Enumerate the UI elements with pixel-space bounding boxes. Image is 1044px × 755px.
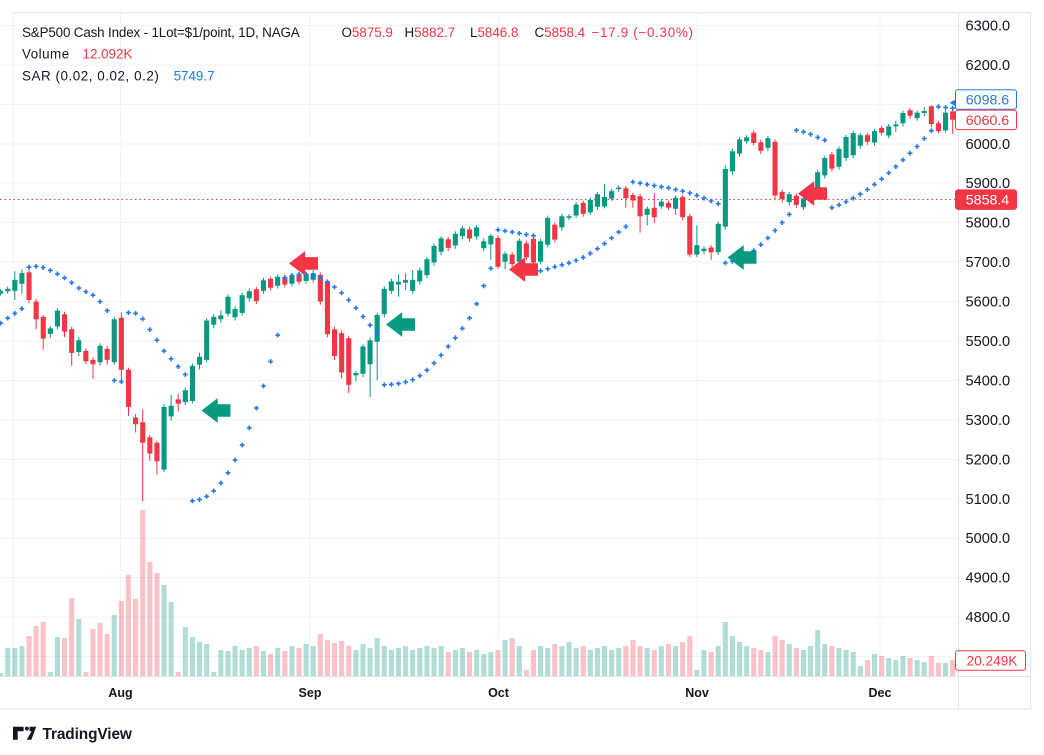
svg-text:4900.0: 4900.0 xyxy=(966,571,1011,587)
svg-text:C5858.4: C5858.4 xyxy=(535,25,586,40)
svg-text:5700.0: 5700.0 xyxy=(966,255,1011,271)
svg-text:TradingView: TradingView xyxy=(43,726,132,743)
svg-text:L5846.8: L5846.8 xyxy=(470,25,518,40)
svg-text:5400.0: 5400.0 xyxy=(966,373,1011,389)
svg-text:6098.6: 6098.6 xyxy=(966,93,1010,109)
svg-text:4800.0: 4800.0 xyxy=(966,610,1011,626)
svg-text:5600.0: 5600.0 xyxy=(966,295,1011,311)
svg-text:5500.0: 5500.0 xyxy=(966,334,1011,350)
svg-text:Volume: Volume xyxy=(22,47,70,62)
svg-text:5300.0: 5300.0 xyxy=(966,413,1011,429)
svg-text:5858.4: 5858.4 xyxy=(966,193,1010,209)
svg-text:S&P500 Cash Index - 1Lot=$1/po: S&P500 Cash Index - 1Lot=$1/point, 1D, N… xyxy=(22,25,300,40)
svg-text:6060.6: 6060.6 xyxy=(966,113,1010,129)
svg-text:Dec: Dec xyxy=(869,686,892,700)
svg-text:5749.7: 5749.7 xyxy=(174,69,215,84)
svg-text:H5882.7: H5882.7 xyxy=(405,25,456,40)
svg-text:Aug: Aug xyxy=(108,686,132,700)
svg-text:20.249K: 20.249K xyxy=(967,654,1018,669)
svg-text:Nov: Nov xyxy=(685,686,709,700)
svg-text:Oct: Oct xyxy=(488,686,510,700)
svg-text:5100.0: 5100.0 xyxy=(966,492,1011,508)
svg-text:SAR (0.02, 0.02, 0.2): SAR (0.02, 0.02, 0.2) xyxy=(22,69,159,84)
svg-text:6300.0: 6300.0 xyxy=(966,18,1011,34)
svg-text:−17.9 (−0.30%): −17.9 (−0.30%) xyxy=(592,25,694,40)
svg-text:6200.0: 6200.0 xyxy=(966,58,1011,74)
svg-text:6000.0: 6000.0 xyxy=(966,137,1011,153)
svg-text:5000.0: 5000.0 xyxy=(966,531,1011,547)
svg-text:Sep: Sep xyxy=(299,686,322,700)
svg-text:5900.0: 5900.0 xyxy=(966,176,1011,192)
svg-text:12.092K: 12.092K xyxy=(83,47,133,62)
svg-text:5200.0: 5200.0 xyxy=(966,452,1011,468)
svg-text:O5875.9: O5875.9 xyxy=(342,25,393,40)
svg-text:5800.0: 5800.0 xyxy=(966,216,1011,232)
